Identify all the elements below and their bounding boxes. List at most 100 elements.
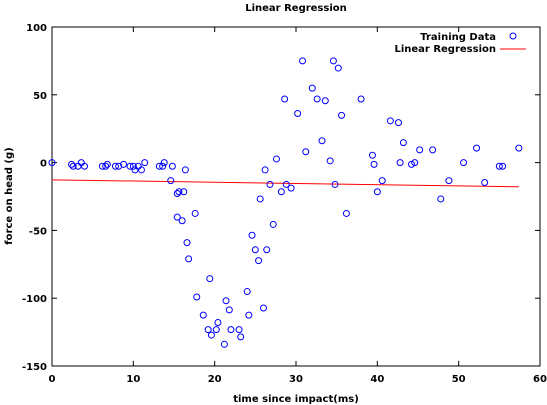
data-point (277, 188, 285, 196)
data-point (111, 162, 119, 170)
data-point (259, 304, 267, 312)
data-point (263, 246, 271, 254)
data-point (378, 177, 386, 185)
data-point (437, 195, 445, 203)
data-point (357, 95, 365, 103)
data-point (245, 311, 253, 319)
data-point (126, 162, 134, 170)
data-point (338, 111, 346, 119)
data-point (331, 180, 339, 188)
x-tick-label: 10 (126, 374, 140, 385)
data-point (334, 64, 342, 72)
data-point (416, 146, 424, 154)
data-point (141, 159, 149, 167)
data-point (237, 333, 245, 341)
data-point (183, 239, 191, 247)
data-point (167, 177, 175, 185)
y-tick-label: -50 (29, 226, 47, 237)
data-point (103, 160, 111, 168)
data-point (222, 297, 230, 305)
data-point (248, 231, 256, 239)
data-point (460, 159, 468, 167)
data-point (445, 177, 453, 185)
data-point (399, 139, 407, 147)
data-point (199, 311, 207, 319)
y-tick-label: 0 (40, 159, 47, 170)
data-point (251, 246, 259, 254)
data-point (212, 326, 220, 334)
data-point (227, 326, 235, 334)
data-point (255, 257, 263, 265)
data-point (173, 213, 181, 221)
data-point (155, 162, 163, 170)
data-point (160, 159, 168, 167)
data-point (220, 340, 228, 348)
regression-series (51, 179, 519, 188)
data-point (370, 160, 378, 168)
plot-area (51, 26, 541, 367)
data-point (266, 180, 274, 188)
x-tick-label: 40 (370, 374, 384, 385)
x-axis-label: time since impact(ms) (233, 394, 359, 405)
data-point (499, 162, 507, 170)
x-tick-label: 50 (452, 374, 466, 385)
data-point (185, 255, 193, 263)
y-tick-label: 100 (26, 23, 47, 34)
y-tick-label: 50 (33, 91, 47, 102)
data-point (386, 117, 394, 125)
data-point (394, 119, 402, 127)
data-point (235, 326, 243, 334)
data-point (175, 188, 183, 196)
data-point (272, 155, 280, 163)
data-point (396, 159, 404, 167)
data-point (206, 275, 214, 283)
data-point (373, 188, 381, 196)
data-point (294, 110, 302, 118)
data-point (214, 318, 222, 326)
data-point (137, 166, 145, 174)
data-point (281, 95, 289, 103)
data-point (131, 166, 139, 174)
legend-label-training-data: Training Data (420, 32, 496, 43)
x-tick-label: 0 (49, 374, 56, 385)
data-point (102, 162, 110, 170)
data-point (181, 166, 189, 174)
data-point (69, 162, 77, 170)
data-point (429, 146, 437, 154)
data-point (368, 151, 376, 159)
y-axis: -150 -100 -50 0 50 100 (22, 23, 540, 373)
data-point (321, 97, 329, 105)
plot-frame (51, 26, 541, 367)
data-point (256, 195, 264, 203)
y-tick-label: -150 (22, 362, 47, 373)
data-point (178, 217, 186, 225)
x-axis: 0 10 20 30 40 50 60 (49, 27, 547, 385)
data-point (269, 220, 277, 228)
data-point (207, 331, 215, 339)
data-point (308, 84, 316, 92)
data-point (243, 288, 251, 296)
data-point (48, 159, 56, 167)
data-point (287, 184, 295, 192)
data-point (473, 144, 481, 152)
data-point (495, 162, 503, 170)
y-tick-label: -100 (22, 294, 47, 305)
data-point (329, 57, 337, 65)
data-point (411, 159, 419, 167)
data-point (225, 306, 233, 314)
x-tick-label: 20 (208, 374, 222, 385)
data-point (193, 293, 201, 301)
data-point (120, 160, 128, 168)
data-point (191, 209, 199, 217)
data-point (318, 137, 326, 145)
data-point (481, 179, 489, 187)
data-point (342, 209, 350, 217)
legend-label-linear-regression: Linear Regression (394, 44, 496, 55)
data-point (282, 180, 290, 188)
legend: Training Data Linear Regression (394, 32, 526, 55)
data-point (159, 162, 167, 170)
data-point (77, 159, 85, 167)
data-point (129, 162, 137, 170)
data-point (515, 144, 523, 152)
